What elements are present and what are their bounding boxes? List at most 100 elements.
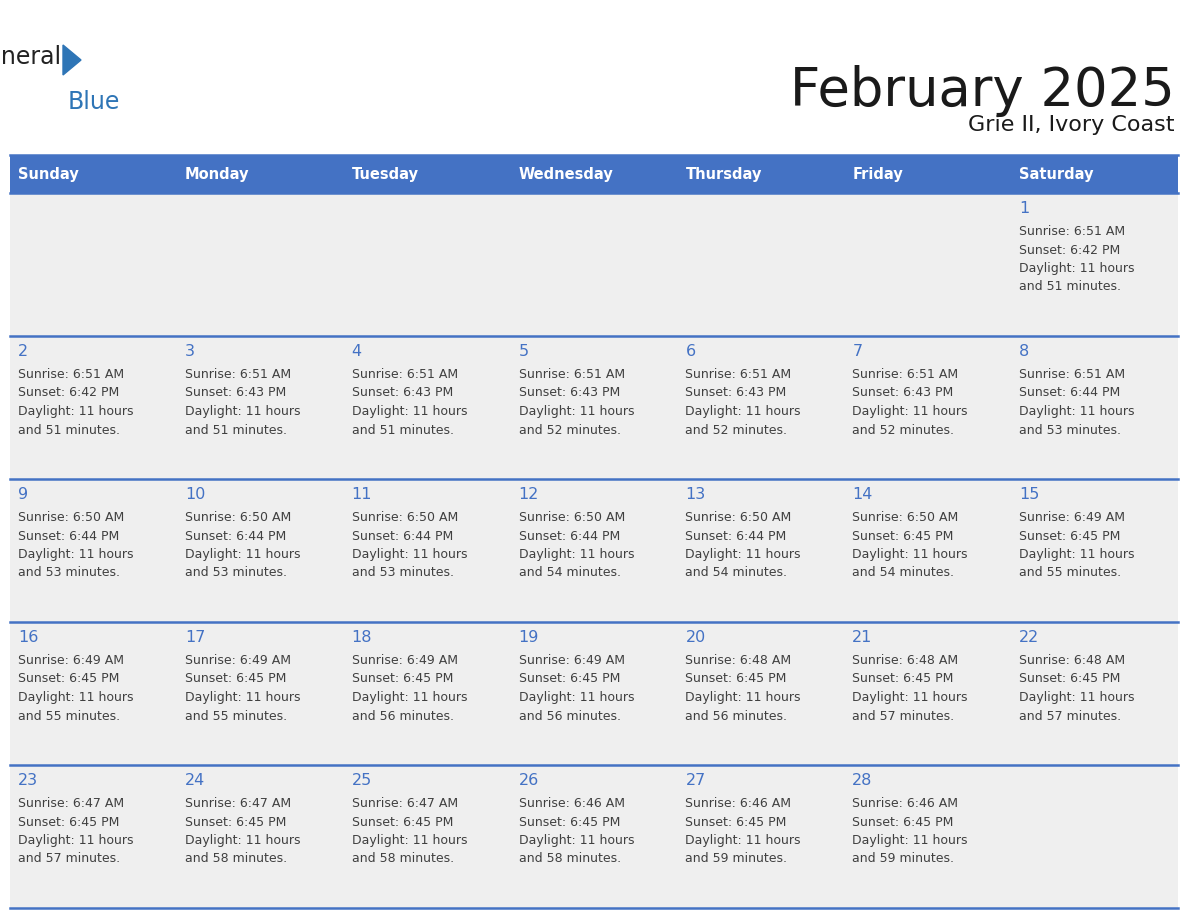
- Text: and 59 minutes.: and 59 minutes.: [685, 853, 788, 866]
- Text: and 56 minutes.: and 56 minutes.: [352, 710, 454, 722]
- Text: Daylight: 11 hours: Daylight: 11 hours: [352, 405, 467, 418]
- Text: Daylight: 11 hours: Daylight: 11 hours: [352, 548, 467, 561]
- Text: Daylight: 11 hours: Daylight: 11 hours: [685, 834, 801, 847]
- Text: and 58 minutes.: and 58 minutes.: [352, 853, 454, 866]
- Text: Daylight: 11 hours: Daylight: 11 hours: [519, 691, 634, 704]
- Text: and 56 minutes.: and 56 minutes.: [685, 710, 788, 722]
- Bar: [1011, 336, 1178, 479]
- Text: Sunrise: 6:47 AM: Sunrise: 6:47 AM: [352, 797, 457, 810]
- Text: Sunset: 6:45 PM: Sunset: 6:45 PM: [185, 815, 286, 829]
- Text: and 56 minutes.: and 56 minutes.: [519, 710, 620, 722]
- Text: 22: 22: [1019, 630, 1040, 645]
- Text: and 57 minutes.: and 57 minutes.: [18, 853, 120, 866]
- Bar: [845, 479, 1011, 622]
- Text: Sunrise: 6:48 AM: Sunrise: 6:48 AM: [1019, 654, 1125, 667]
- Text: Sunset: 6:45 PM: Sunset: 6:45 PM: [185, 673, 286, 686]
- Text: Sunset: 6:43 PM: Sunset: 6:43 PM: [352, 386, 453, 399]
- Text: Sunrise: 6:51 AM: Sunrise: 6:51 AM: [185, 368, 291, 381]
- Text: and 52 minutes.: and 52 minutes.: [685, 423, 788, 436]
- Text: Sunset: 6:44 PM: Sunset: 6:44 PM: [352, 530, 453, 543]
- Text: Friday: Friday: [852, 166, 903, 182]
- Text: Sunrise: 6:51 AM: Sunrise: 6:51 AM: [352, 368, 457, 381]
- Text: 26: 26: [519, 773, 539, 788]
- Text: 1: 1: [1019, 201, 1029, 216]
- Bar: [1011, 765, 1178, 908]
- Text: Sunset: 6:45 PM: Sunset: 6:45 PM: [352, 815, 453, 829]
- Bar: [10, 155, 177, 193]
- Bar: [177, 479, 343, 622]
- Text: Sunset: 6:45 PM: Sunset: 6:45 PM: [685, 815, 786, 829]
- Text: Daylight: 11 hours: Daylight: 11 hours: [185, 834, 301, 847]
- Text: Sunset: 6:44 PM: Sunset: 6:44 PM: [519, 530, 620, 543]
- Bar: [677, 479, 845, 622]
- Text: Sunset: 6:45 PM: Sunset: 6:45 PM: [18, 673, 119, 686]
- Bar: [1011, 193, 1178, 336]
- Text: Daylight: 11 hours: Daylight: 11 hours: [352, 691, 467, 704]
- Text: and 53 minutes.: and 53 minutes.: [352, 566, 454, 579]
- Text: Daylight: 11 hours: Daylight: 11 hours: [519, 548, 634, 561]
- Text: Sunrise: 6:47 AM: Sunrise: 6:47 AM: [18, 797, 124, 810]
- Text: Daylight: 11 hours: Daylight: 11 hours: [685, 691, 801, 704]
- Text: Sunrise: 6:51 AM: Sunrise: 6:51 AM: [519, 368, 625, 381]
- Text: Daylight: 11 hours: Daylight: 11 hours: [852, 834, 968, 847]
- Text: Sunset: 6:42 PM: Sunset: 6:42 PM: [18, 386, 119, 399]
- Text: 13: 13: [685, 487, 706, 502]
- Text: Daylight: 11 hours: Daylight: 11 hours: [852, 405, 968, 418]
- Text: 3: 3: [185, 344, 195, 359]
- Bar: [10, 336, 177, 479]
- Text: 9: 9: [18, 487, 29, 502]
- Text: Thursday: Thursday: [685, 166, 762, 182]
- Text: 16: 16: [18, 630, 38, 645]
- Text: Sunset: 6:45 PM: Sunset: 6:45 PM: [1019, 530, 1120, 543]
- Bar: [343, 193, 511, 336]
- Text: and 51 minutes.: and 51 minutes.: [185, 423, 286, 436]
- Text: Sunrise: 6:50 AM: Sunrise: 6:50 AM: [519, 511, 625, 524]
- Text: Daylight: 11 hours: Daylight: 11 hours: [685, 405, 801, 418]
- Text: 23: 23: [18, 773, 38, 788]
- Text: 17: 17: [185, 630, 206, 645]
- Text: 14: 14: [852, 487, 873, 502]
- Text: and 53 minutes.: and 53 minutes.: [18, 566, 120, 579]
- Text: 10: 10: [185, 487, 206, 502]
- Text: Sunrise: 6:49 AM: Sunrise: 6:49 AM: [185, 654, 291, 667]
- Bar: [511, 479, 677, 622]
- Text: February 2025: February 2025: [790, 65, 1175, 117]
- Bar: [177, 336, 343, 479]
- Text: 24: 24: [185, 773, 206, 788]
- Bar: [177, 155, 343, 193]
- Text: and 51 minutes.: and 51 minutes.: [352, 423, 454, 436]
- Text: Sunrise: 6:46 AM: Sunrise: 6:46 AM: [519, 797, 625, 810]
- Text: Daylight: 11 hours: Daylight: 11 hours: [1019, 405, 1135, 418]
- Text: 18: 18: [352, 630, 372, 645]
- Bar: [511, 336, 677, 479]
- Text: 20: 20: [685, 630, 706, 645]
- Bar: [343, 155, 511, 193]
- Text: and 58 minutes.: and 58 minutes.: [185, 853, 287, 866]
- Text: and 58 minutes.: and 58 minutes.: [519, 853, 620, 866]
- Bar: [177, 765, 343, 908]
- Text: Daylight: 11 hours: Daylight: 11 hours: [1019, 262, 1135, 275]
- Text: Daylight: 11 hours: Daylight: 11 hours: [18, 691, 133, 704]
- Bar: [677, 155, 845, 193]
- Text: 7: 7: [852, 344, 862, 359]
- Text: Daylight: 11 hours: Daylight: 11 hours: [519, 834, 634, 847]
- Text: Sunrise: 6:49 AM: Sunrise: 6:49 AM: [1019, 511, 1125, 524]
- Bar: [677, 765, 845, 908]
- Text: Grie II, Ivory Coast: Grie II, Ivory Coast: [968, 115, 1175, 135]
- Text: and 57 minutes.: and 57 minutes.: [1019, 710, 1121, 722]
- Bar: [10, 765, 177, 908]
- Text: Monday: Monday: [185, 166, 249, 182]
- Text: Sunset: 6:43 PM: Sunset: 6:43 PM: [519, 386, 620, 399]
- Polygon shape: [63, 45, 81, 75]
- Text: Sunset: 6:44 PM: Sunset: 6:44 PM: [185, 530, 286, 543]
- Bar: [1011, 479, 1178, 622]
- Text: Blue: Blue: [68, 90, 120, 114]
- Text: Saturday: Saturday: [1019, 166, 1094, 182]
- Text: 25: 25: [352, 773, 372, 788]
- Text: General: General: [0, 45, 62, 69]
- Text: and 52 minutes.: and 52 minutes.: [852, 423, 954, 436]
- Text: Sunrise: 6:51 AM: Sunrise: 6:51 AM: [685, 368, 791, 381]
- Text: 28: 28: [852, 773, 873, 788]
- Text: Sunrise: 6:51 AM: Sunrise: 6:51 AM: [1019, 368, 1125, 381]
- Text: Sunrise: 6:47 AM: Sunrise: 6:47 AM: [185, 797, 291, 810]
